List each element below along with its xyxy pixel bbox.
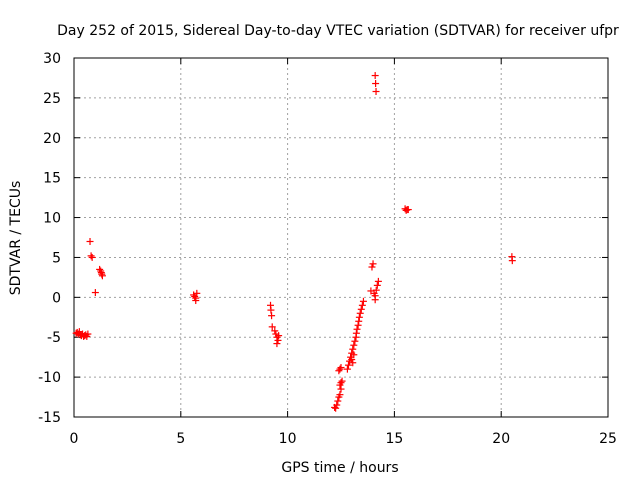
- data-point: [267, 306, 275, 314]
- data-point: [348, 356, 356, 364]
- chart-title: Day 252 of 2015, Sidereal Day-to-day VTE…: [57, 23, 619, 39]
- y-tick-label: 15: [43, 171, 61, 187]
- data-point: [371, 292, 379, 300]
- data-point: [337, 364, 345, 372]
- data-point: [359, 297, 367, 305]
- x-tick-label: 15: [385, 431, 403, 447]
- data-point: [355, 317, 363, 325]
- data-point: [268, 312, 276, 320]
- x-tick-label: 10: [279, 431, 297, 447]
- y-tick-label: 25: [43, 91, 61, 107]
- data-point: [333, 401, 341, 409]
- data-point: [332, 404, 340, 412]
- x-tick-label: 25: [599, 431, 617, 447]
- data-point: [193, 289, 201, 297]
- data-point: [337, 379, 345, 387]
- data-point: [372, 80, 380, 88]
- data-point: [357, 305, 365, 313]
- data-point: [358, 301, 366, 309]
- data-point: [368, 263, 376, 271]
- data-point: [350, 351, 358, 359]
- data-point: [356, 309, 364, 317]
- data-point: [337, 385, 345, 393]
- data-point: [353, 325, 361, 333]
- x-tick-label: 20: [492, 431, 510, 447]
- data-point: [336, 391, 344, 399]
- data-point: [271, 327, 279, 335]
- data-point: [274, 336, 282, 344]
- data-point: [349, 345, 357, 353]
- data-point: [84, 330, 92, 338]
- y-tick-label: 30: [43, 51, 61, 67]
- data-point: [371, 72, 379, 80]
- y-axis-label: SDTVAR / TECUs: [8, 181, 24, 296]
- y-tick-label: -10: [38, 370, 61, 386]
- x-tick-label: 0: [70, 431, 79, 447]
- data-point: [96, 265, 104, 273]
- data-point: [350, 341, 358, 349]
- data-point: [336, 365, 344, 373]
- data-point: [338, 377, 346, 385]
- data-point: [349, 359, 357, 367]
- data-point: [372, 286, 380, 294]
- y-tick-label: -15: [38, 410, 61, 426]
- data-point: [344, 361, 352, 369]
- data-point: [86, 237, 94, 245]
- y-tick-label: 20: [43, 131, 61, 147]
- data-point: [508, 257, 516, 265]
- data-point: [352, 329, 360, 337]
- data-point: [273, 340, 281, 348]
- data-point: [88, 253, 96, 261]
- data-point: [372, 88, 380, 96]
- data-point: [343, 365, 351, 373]
- y-tick-label: -5: [47, 330, 61, 346]
- plot-frame: [73, 57, 609, 418]
- data-point: [354, 321, 362, 329]
- data-point: [351, 337, 359, 345]
- ticks-layer: 0 5 10 15 20 25 -15 -10 -5 0 5 10 15 20 25 30: [38, 51, 617, 447]
- data-point: [91, 289, 99, 297]
- data-point: [97, 267, 105, 275]
- data-point: [355, 313, 363, 321]
- points-layer: [72, 72, 516, 412]
- x-axis-label: GPS time / hours: [281, 460, 398, 476]
- data-point: [192, 297, 200, 305]
- y-tick-label: 10: [43, 211, 61, 227]
- data-point: [98, 272, 106, 280]
- data-point: [275, 332, 283, 340]
- data-point: [373, 281, 381, 289]
- grid-layer: [74, 58, 608, 417]
- data-point: [404, 206, 412, 214]
- x-tick-label: 5: [176, 431, 185, 447]
- data-point: [87, 252, 95, 260]
- data-point: [334, 397, 342, 405]
- data-point: [268, 323, 276, 331]
- data-point: [98, 270, 106, 278]
- y-tick-label: 5: [52, 250, 61, 266]
- y-tick-label: 0: [52, 290, 61, 306]
- data-point: [374, 277, 382, 285]
- data-point: [369, 260, 377, 268]
- data-point: [273, 333, 281, 341]
